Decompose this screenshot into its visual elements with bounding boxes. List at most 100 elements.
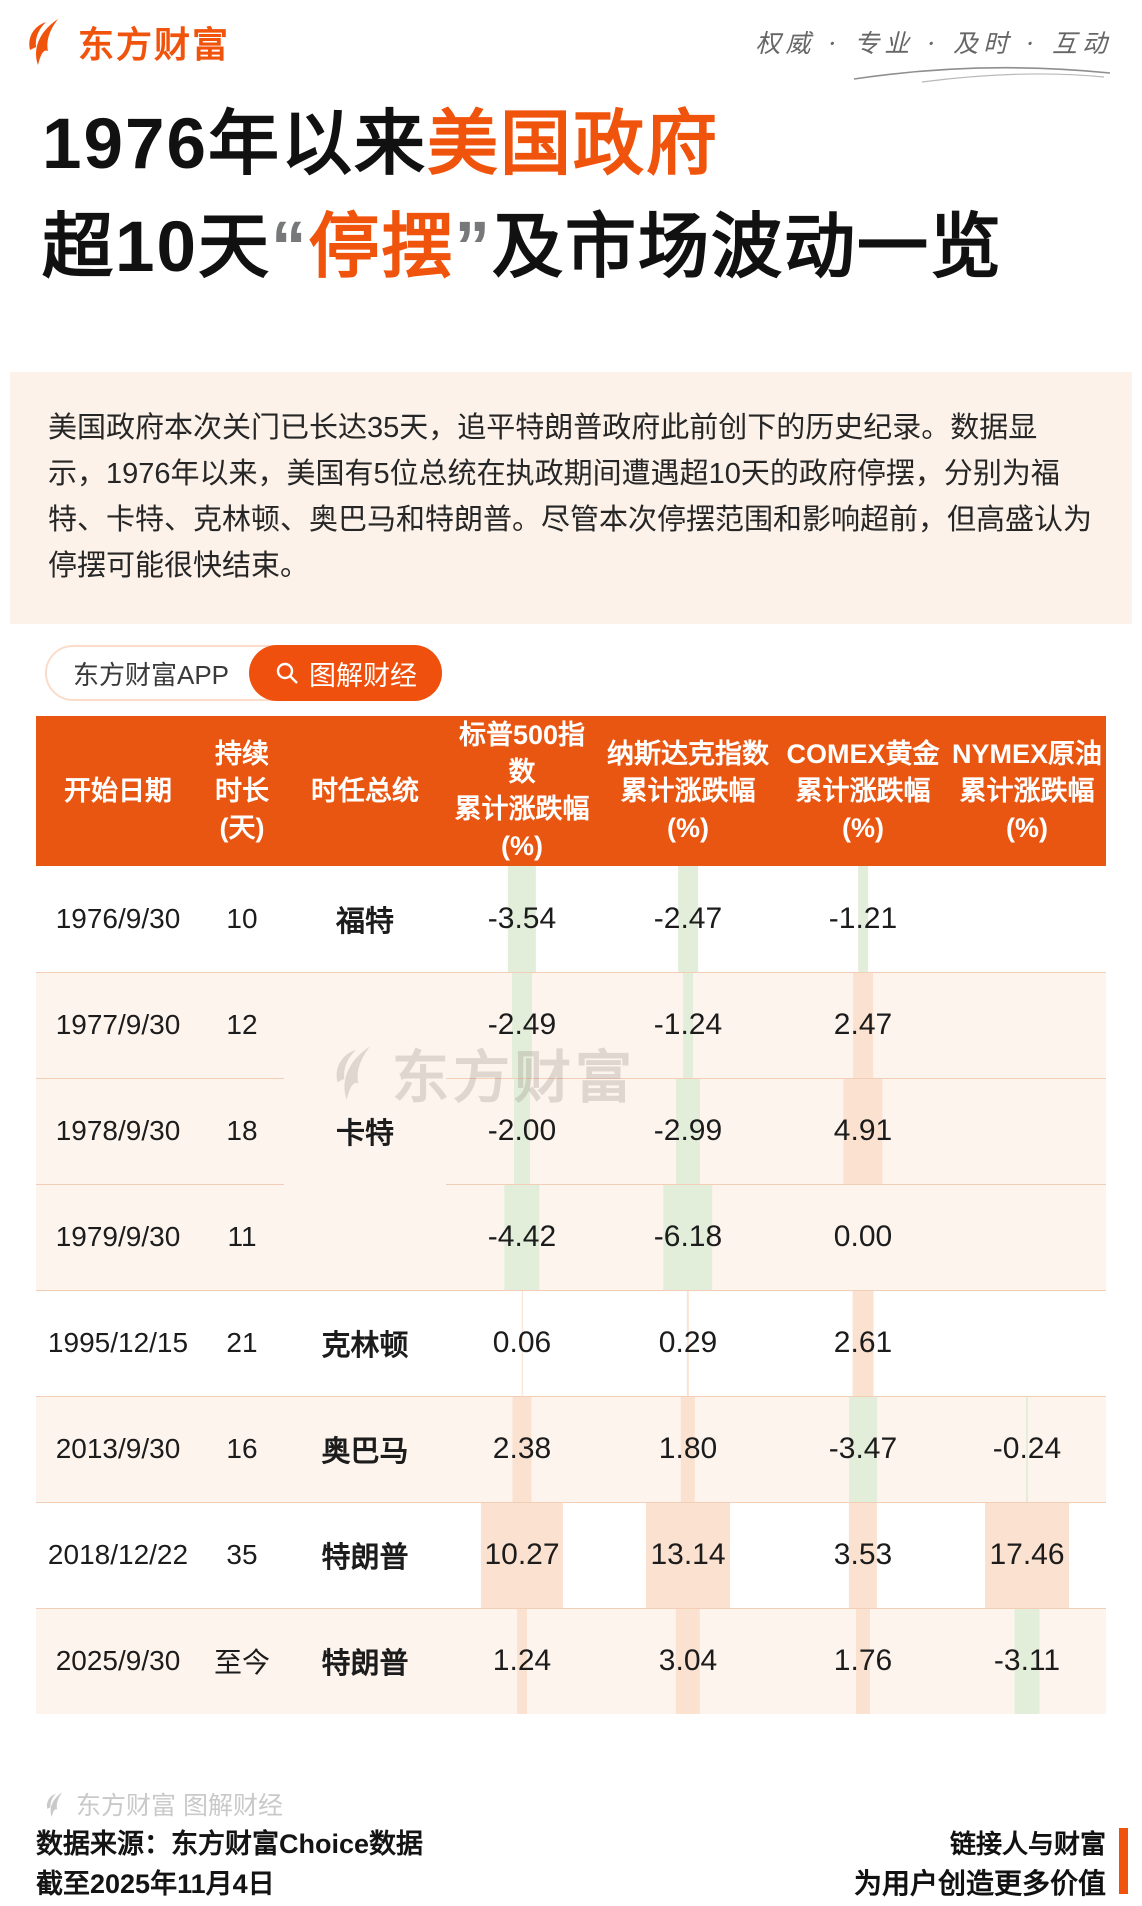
cell-comex: 2.61 xyxy=(778,1289,948,1396)
cell-days: 16 xyxy=(200,1395,284,1502)
title-line2-pre: 超10天 xyxy=(42,207,271,287)
cell-comex: 2.47 xyxy=(778,971,948,1078)
table-row-1977: 1977/9/30 12 卡特 -2.49 -1.24 2.47 xyxy=(36,971,1106,1290)
eastmoney-swirl-icon xyxy=(29,19,58,65)
footer-source: 数据来源：东方财富Choice数据 截至2025年11月4日 xyxy=(36,1824,423,1904)
cell-date: 1995/12/15 xyxy=(36,1289,200,1396)
cell-date: 1977/9/30 xyxy=(36,971,200,1078)
title-quote-close: ” xyxy=(454,207,492,287)
header-president: 时任总统 xyxy=(284,716,446,866)
table-row-1979: 1979/9/30 11 -4.42 -6.18 0.00 xyxy=(36,1183,1106,1290)
page-title: 1976年以来美国政府 超10天“停摆”及市场波动一览 xyxy=(42,94,1003,300)
cell-days: 10 xyxy=(226,902,258,934)
data-cutoff-line: 截至2025年11月4日 xyxy=(36,1869,275,1899)
brand-slogan: 权威 · 专业 · 及时 · 互动 xyxy=(755,24,1112,89)
cell-date: 1978/9/30 xyxy=(36,1077,200,1184)
table-row-2025: 2025/9/30 至今 特朗普 1.24 3.04 1.76 -3.11 xyxy=(36,1607,1106,1714)
cell-date: 1976/9/30 xyxy=(55,902,181,934)
cell-days: 35 xyxy=(200,1501,284,1608)
table-row-1976: 1976/9/30 10 福特 -3.54 -2.47 -1.21 xyxy=(36,866,1106,972)
title-quote-open: “ xyxy=(270,207,309,287)
cell-comex: 3.53 xyxy=(778,1501,948,1608)
cell-president: 特朗普 xyxy=(284,1501,446,1608)
cell-comex: 4.91 xyxy=(778,1077,948,1184)
cell-comex: -1.21 xyxy=(778,866,948,972)
shutdown-table: 开始日期 持续时长 (天) 时任总统 标普500指数 累计涨跌幅 (%) 纳斯达… xyxy=(36,716,1106,1714)
header-nasdaq: 纳斯达克指数 累计涨跌幅 (%) xyxy=(598,716,778,866)
cell-nymex: -3.11 xyxy=(948,1607,1106,1714)
header-nymex: NYMEX原油 累计涨跌幅 (%) xyxy=(948,716,1106,866)
cell-comex: 1.76 xyxy=(778,1607,948,1714)
tag-label: 图解财经 xyxy=(309,660,418,691)
table-row-2018: 2018/12/22 35 特朗普 10.27 13.14 3.53 17.46 xyxy=(36,1501,1106,1608)
title-line2-post: 及市场波动一览 xyxy=(492,207,1004,287)
title-line1-black: 1976年以来 xyxy=(42,105,427,184)
footer-slogan-line1: 链接人与财富 xyxy=(949,1829,1106,1859)
table-row-1978: 1978/9/30 18 -2.00 -2.99 4.91 xyxy=(36,1077,1106,1184)
cell-comex: -3.47 xyxy=(778,1395,948,1502)
cell-nasdaq: 1.80 xyxy=(598,1395,778,1502)
footer-brand: 东方财富 图解财经 xyxy=(44,1786,283,1822)
cell-comex: 0.00 xyxy=(778,1183,948,1290)
eastmoney-swirl-gray-icon xyxy=(46,1791,63,1817)
tujie-caijing-button[interactable]: 图解财经 xyxy=(249,645,443,701)
cell-sp500: -2.00 xyxy=(446,1077,598,1184)
cell-president-merged: 卡特 xyxy=(284,971,446,1290)
cell-president: 福特 xyxy=(335,905,394,938)
cell-date: 2018/12/22 xyxy=(36,1501,200,1608)
cell-nymex xyxy=(948,971,1106,1078)
cell-president: 奥巴马 xyxy=(284,1395,446,1502)
cell-date: 2013/9/30 xyxy=(36,1395,200,1502)
cell-sp500: -3.54 xyxy=(446,866,598,972)
table-header-row: 开始日期 持续时长 (天) 时任总统 标普500指数 累计涨跌幅 (%) 纳斯达… xyxy=(36,716,1106,866)
footer-slogan-line2: 为用户创造更多价值 xyxy=(853,1868,1106,1899)
cell-nymex xyxy=(948,1077,1106,1184)
cell-nymex xyxy=(948,1289,1106,1396)
cell-nymex xyxy=(948,1183,1106,1290)
app-badge-pill[interactable]: 东方财富APP 图解财经 xyxy=(45,645,443,701)
cell-days: 18 xyxy=(200,1077,284,1184)
cell-nasdaq: 3.04 xyxy=(598,1607,778,1714)
data-source-line: 数据来源：东方财富Choice数据 xyxy=(36,1829,424,1859)
cell-president: 克林顿 xyxy=(284,1289,446,1396)
cell-nasdaq: -1.24 xyxy=(598,971,778,1078)
cell-nymex xyxy=(948,866,1106,972)
cell-sp500: 2.38 xyxy=(446,1395,598,1502)
title-line1-orange: 美国政府 xyxy=(426,105,719,184)
table-row-2013: 2013/9/30 16 奥巴马 2.38 1.80 -3.47 -0.24 xyxy=(36,1395,1106,1502)
cell-nasdaq: 13.14 xyxy=(598,1501,778,1608)
footer-accent-bar xyxy=(1119,1828,1128,1894)
swoosh-underline-icon xyxy=(853,66,1111,83)
cell-sp500: -2.49 xyxy=(446,971,598,1078)
cell-days: 11 xyxy=(200,1183,284,1290)
footer-slogan: 链接人与财富 为用户创造更多价值 xyxy=(854,1824,1106,1904)
intro-text: 美国政府本次关门已长达35天，追平特朗普政府此前创下的历史纪录。数据显示，197… xyxy=(48,412,1093,582)
intro-box: 美国政府本次关门已长达35天，追平特朗普政府此前创下的历史纪录。数据显示，197… xyxy=(10,372,1132,624)
cell-sp500: 10.27 xyxy=(446,1501,598,1608)
brand-logo: 东方财富 xyxy=(24,16,230,68)
cell-nymex: 17.46 xyxy=(948,1501,1106,1608)
data-table: 开始日期 持续时长 (天) 时任总统 标普500指数 累计涨跌幅 (%) 纳斯达… xyxy=(36,716,1106,1714)
cell-nasdaq: -2.47 xyxy=(598,866,778,972)
cell-nymex: -0.24 xyxy=(948,1395,1106,1502)
cell-days: 至今 xyxy=(200,1607,284,1714)
cell-days: 12 xyxy=(200,971,284,1078)
cell-date: 2025/9/30 xyxy=(36,1607,200,1714)
cell-nasdaq: -6.18 xyxy=(598,1183,778,1290)
header-days: 持续时长 (天) xyxy=(200,716,284,866)
magnifier-icon xyxy=(276,662,298,684)
cell-president: 特朗普 xyxy=(284,1607,446,1714)
cell-sp500: 0.06 xyxy=(446,1289,598,1396)
cell-nasdaq: 0.29 xyxy=(598,1289,778,1396)
footer-brand-text: 东方财富 图解财经 xyxy=(76,1792,283,1820)
cell-sp500: 1.24 xyxy=(446,1607,598,1714)
slogan-text: 权威 · 专业 · 及时 · 互动 xyxy=(755,29,1112,58)
app-name-label: 东方财富APP xyxy=(73,659,230,690)
cell-days: 21 xyxy=(200,1289,284,1396)
header-sp500: 标普500指数 累计涨跌幅 (%) xyxy=(446,716,598,866)
brand-name: 东方财富 xyxy=(78,24,231,65)
title-line2-orange: 停摆 xyxy=(308,207,455,287)
cell-date: 1979/9/30 xyxy=(36,1183,200,1290)
cell-sp500: -4.42 xyxy=(446,1183,598,1290)
